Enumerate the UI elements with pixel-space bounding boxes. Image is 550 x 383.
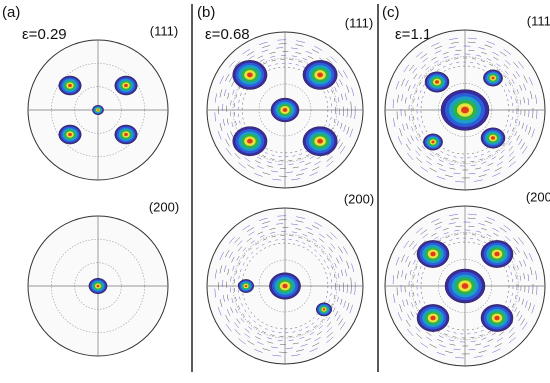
contour bbox=[222, 47, 348, 173]
intensity-blob bbox=[435, 80, 439, 84]
pole-figure bbox=[384, 205, 546, 367]
intensity-blob bbox=[430, 315, 436, 321]
contour bbox=[241, 66, 329, 154]
contour bbox=[420, 241, 510, 331]
contour bbox=[214, 39, 356, 181]
contour bbox=[218, 43, 352, 177]
contour bbox=[396, 217, 534, 355]
contour bbox=[241, 242, 329, 330]
strain-label: ε=1.1 bbox=[395, 26, 431, 43]
intensity-blob bbox=[491, 76, 495, 80]
intensity-blob bbox=[68, 132, 72, 137]
pole-figure bbox=[206, 31, 364, 189]
intensity-blob bbox=[97, 109, 99, 111]
contour bbox=[237, 238, 333, 334]
contour bbox=[404, 49, 526, 171]
contour bbox=[237, 62, 333, 158]
contour bbox=[234, 59, 336, 161]
contour bbox=[222, 223, 348, 349]
strain-label: ε=0.68 bbox=[205, 26, 250, 43]
plane-label: (200) bbox=[526, 189, 550, 204]
intensity-blob bbox=[282, 108, 288, 112]
intensity-blob bbox=[124, 83, 128, 88]
intensity-blob bbox=[68, 83, 72, 88]
panel-label: (a) bbox=[2, 4, 20, 21]
contour bbox=[226, 51, 344, 169]
contour bbox=[226, 227, 344, 345]
contour bbox=[412, 233, 518, 339]
intensity-blob bbox=[494, 315, 500, 321]
intensity-blob bbox=[317, 72, 323, 78]
intensity-blob bbox=[247, 72, 253, 78]
intensity-blob bbox=[322, 308, 326, 311]
plane-label: (111) bbox=[527, 13, 550, 28]
panel-label: (b) bbox=[197, 4, 215, 21]
contour bbox=[408, 229, 522, 343]
intensity-blob bbox=[244, 284, 248, 288]
intensity-blob bbox=[431, 140, 435, 144]
plane-label: (200) bbox=[149, 199, 179, 214]
contour bbox=[412, 57, 518, 163]
intensity-blob bbox=[317, 138, 323, 144]
pole-figure bbox=[206, 207, 364, 365]
contour bbox=[408, 53, 522, 167]
contour bbox=[392, 213, 538, 359]
pole-figure bbox=[384, 29, 546, 191]
contour bbox=[234, 235, 336, 337]
intensity-blob bbox=[124, 132, 128, 137]
intensity-blob bbox=[461, 106, 469, 114]
contour bbox=[230, 55, 340, 165]
intensity-blob bbox=[247, 138, 253, 144]
contour bbox=[230, 231, 340, 341]
intensity-blob bbox=[96, 284, 100, 288]
plane-label: (111) bbox=[150, 23, 178, 38]
plane-label: (200) bbox=[344, 191, 374, 206]
contour bbox=[400, 221, 530, 351]
intensity-blob bbox=[282, 283, 288, 289]
intensity-blob bbox=[430, 251, 436, 257]
panel-label: (c) bbox=[382, 4, 400, 21]
intensity-blob bbox=[494, 251, 500, 257]
strain-label: ε=0.29 bbox=[22, 26, 67, 43]
intensity-blob bbox=[461, 283, 469, 289]
contour bbox=[420, 65, 510, 155]
contour bbox=[392, 37, 538, 183]
pole-figure bbox=[27, 215, 169, 357]
contour bbox=[214, 215, 356, 357]
pole-figure bbox=[27, 39, 169, 181]
contour bbox=[396, 41, 534, 179]
panels: (a)ε=0.29 (111) (200) (b) ε=0.68 (111) (200) (c… bbox=[2, 4, 550, 367]
plane-label: (111) bbox=[345, 15, 373, 30]
contour bbox=[400, 45, 530, 175]
contour bbox=[404, 225, 526, 347]
intensity-blob bbox=[491, 136, 495, 140]
contour bbox=[416, 237, 514, 335]
contour bbox=[218, 219, 352, 353]
contour bbox=[416, 61, 514, 159]
